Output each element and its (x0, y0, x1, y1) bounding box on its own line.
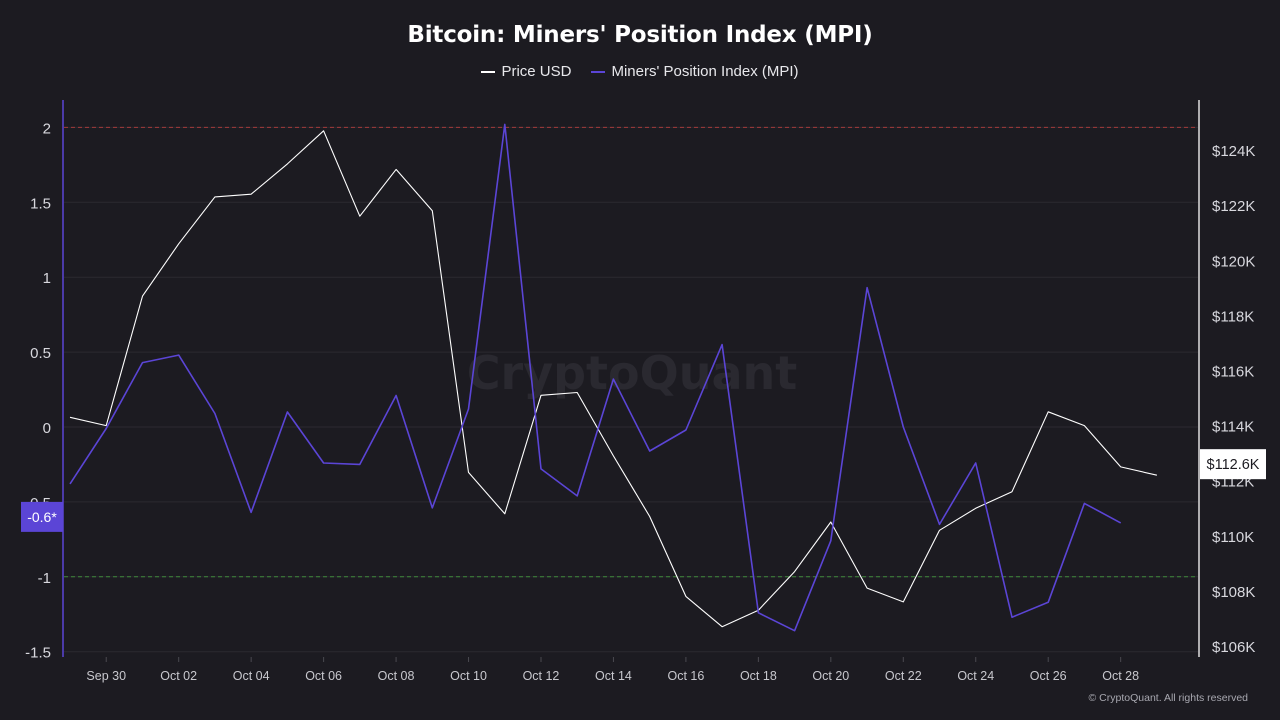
y-right-tick-label: $108K (1212, 584, 1255, 601)
current-price-label: $112.6K (1207, 457, 1260, 473)
y-right-tick-label: $120K (1212, 253, 1255, 270)
series-layer (69, 123, 1158, 632)
y-right-tick-label: $106K (1212, 639, 1255, 656)
x-tick-label: Oct 18 (740, 669, 777, 683)
x-tick-label: Oct 08 (378, 669, 415, 683)
x-tick-label: Sep 30 (86, 669, 126, 683)
y-left-tick-label: 2 (43, 120, 51, 137)
x-tick-label: Oct 20 (812, 669, 849, 683)
x-tick-label: Oct 04 (233, 669, 270, 683)
legend-item-price[interactable]: Price USD (481, 63, 571, 80)
y-right-tick-label: $114K (1212, 419, 1254, 436)
axes: -1.5-1-0.500.511.52$106K$108K$110K$112K$… (25, 100, 1255, 683)
legend-label-price: Price USD (501, 63, 572, 80)
legend-label-mpi: Miners' Position Index (MPI) (611, 63, 799, 80)
x-tick-label: Oct 24 (957, 669, 994, 683)
current-value-labels: -0.6* $112.6K (21, 449, 1266, 532)
y-right-tick-label: $110K (1212, 529, 1254, 546)
current-mpi-label: -0.6* (27, 509, 57, 525)
legend-swatch-mpi (591, 70, 606, 73)
y-right-tick-label: $118K (1212, 308, 1254, 325)
x-tick-label: Oct 26 (1030, 669, 1067, 683)
series-line-mpi (69, 123, 1122, 632)
x-tick-label: Oct 16 (667, 669, 704, 683)
x-tick-label: Oct 14 (595, 669, 632, 683)
x-tick-label: Oct 06 (305, 669, 342, 683)
series-line-price (69, 130, 1158, 628)
y-right-tick-label: $122K (1212, 198, 1255, 215)
x-tick-label: Oct 28 (1102, 669, 1139, 683)
x-tick-label: Oct 02 (160, 669, 197, 683)
y-left-tick-label: -1 (38, 570, 51, 587)
x-tick-label: Oct 10 (450, 669, 487, 683)
legend: Price USD Miners' Position Index (MPI) (0, 63, 1280, 80)
legend-swatch-price (481, 70, 496, 73)
y-right-tick-label: $116K (1212, 364, 1254, 381)
current-mpi-label-box (21, 501, 63, 532)
y-left-tick-label: 1 (43, 270, 51, 287)
copyright-notice: © CryptoQuant. All rights reserved (1088, 692, 1248, 704)
y-left-tick-label: -1.5 (25, 645, 51, 662)
y-left-tick-label: 0.5 (30, 345, 51, 362)
watermark: CryptoQuant (467, 346, 798, 400)
x-tick-label: Oct 22 (885, 669, 922, 683)
y-left-tick-label: 1.5 (30, 195, 51, 212)
x-tick-label: Oct 12 (523, 669, 560, 683)
y-right-tick-label: $124K (1212, 143, 1255, 160)
current-price-label-box (1200, 449, 1266, 480)
y-left-tick-label: 0 (43, 420, 51, 437)
chart-title: Bitcoin: Miners' Position Index (MPI) (407, 22, 873, 48)
legend-item-mpi[interactable]: Miners' Position Index (MPI) (591, 63, 799, 80)
reference-lines (64, 126, 1198, 578)
